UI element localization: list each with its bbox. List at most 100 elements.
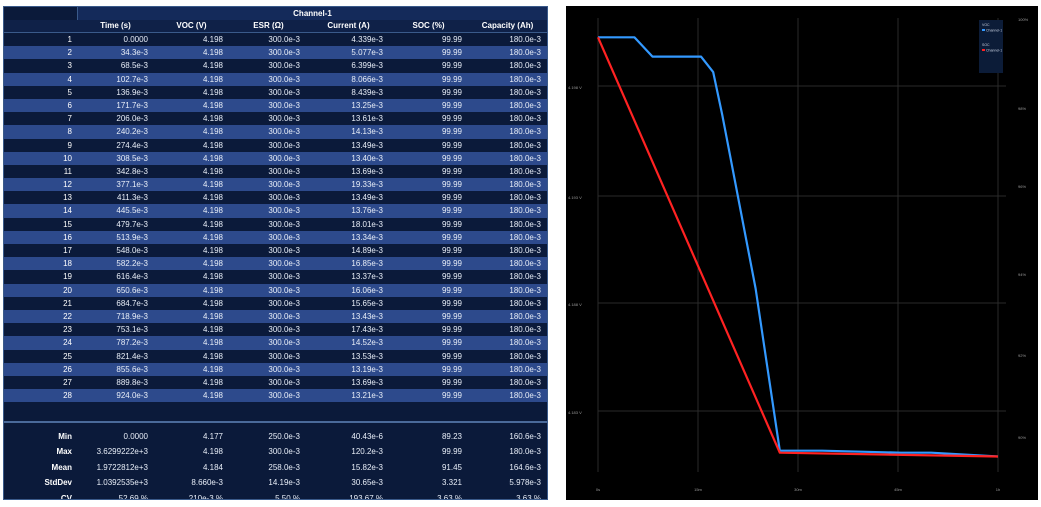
table-cell: 180.0e-3 (509, 180, 541, 190)
table-corner (4, 7, 77, 20)
table-cell: 13.69e-3 (351, 377, 383, 387)
table-cell: 99.99 (441, 364, 462, 374)
table-cell: 180.0e-3 (509, 35, 541, 44)
legend-entry-label: Channel-1 (986, 49, 1002, 53)
table-row[interactable]: 26 855.6e-3 4.198 300.0e-3 13.19e-3 99.99 180.… (4, 362, 547, 376)
table-row[interactable]: 19 616.4e-3 4.198 300.0e-3 13.37e-3 99.99 180.… (4, 270, 547, 284)
table-cell: 300.0e-3 (268, 48, 300, 58)
table-title-row: Channel-1 (4, 7, 547, 20)
table-cell: 99.99 (441, 140, 462, 150)
table-cell: 445.5e-3 (116, 206, 148, 216)
table-cell: 180.0e-3 (509, 377, 541, 387)
table-cell: 13.19e-3 (351, 364, 383, 374)
table-row[interactable]: 25 821.4e-3 4.198 300.0e-3 13.53e-3 99.99 180.… (4, 349, 547, 363)
table-cell: 99.99 (441, 193, 462, 203)
table-row[interactable]: 27 889.8e-3 4.198 300.0e-3 13.69e-3 99.99 180.… (4, 375, 547, 390)
table-cell: 180.0e-3 (509, 61, 541, 71)
x-tick-label: 0s (596, 487, 600, 492)
row-index: 11 (63, 166, 72, 176)
row-index-header[interactable] (4, 20, 77, 32)
table-row[interactable]: 9 274.4e-3 4.198 300.0e-3 13.49e-3 99.99 180.0… (4, 138, 547, 152)
stat-value: 160.6e-3 (509, 432, 541, 441)
y-right-tick-label: 92% (1018, 353, 1026, 358)
table-row[interactable]: 16 513.9e-3 4.198 300.0e-3 13.34e-3 99.99 180.… (4, 230, 547, 244)
row-index: 20 (63, 285, 72, 295)
table-cell: 99.99 (441, 351, 462, 361)
table-cell: 4.198 (202, 232, 223, 242)
table-cell: 68.5e-3 (120, 61, 148, 71)
table-row[interactable]: 8 240.2e-3 4.198 300.0e-3 14.13e-3 99.99 180.0… (4, 125, 547, 139)
table-cell: 99.99 (441, 338, 462, 348)
stat-value: 120.2e-3 (351, 447, 383, 457)
table-row[interactable]: 21 684.7e-3 4.198 300.0e-3 15.65e-3 99.99 180.… (4, 296, 547, 310)
column-header[interactable]: VOC (V) (176, 21, 207, 30)
row-index: 14 (63, 206, 72, 216)
table-row[interactable]: 12 377.1e-3 4.198 300.0e-3 19.33e-3 99.99 180.… (4, 178, 547, 192)
table-row[interactable]: 3 68.5e-3 4.198 300.0e-3 6.399e-3 99.99 180.0e… (4, 59, 547, 73)
line-chart[interactable]: 4.198 V 4.193 V 4.188 V 4.183 V 100% 98% 96% 94… (566, 6, 1038, 500)
table-cell: 180.0e-3 (509, 153, 541, 163)
column-header[interactable]: Capacity (Ah) (481, 21, 534, 30)
stat-value: 164.6e-3 (509, 462, 541, 472)
column-header[interactable]: Current (A) (327, 21, 370, 30)
table-row[interactable]: 11 342.8e-3 4.198 300.0e-3 13.69e-3 99.99 180.… (4, 164, 547, 179)
stat-value: 15.82e-3 (351, 462, 383, 472)
table-cell: 513.9e-3 (116, 232, 148, 242)
table-row[interactable]: 15 479.7e-3 4.198 300.0e-3 18.01e-3 99.99 180.… (4, 217, 547, 231)
table-body[interactable]: 1 0.0000 4.198 300.0e-3 4.339e-3 99.99 180.0e-… (4, 33, 547, 404)
table-cell: 479.7e-3 (116, 219, 148, 229)
chart-panel[interactable]: 4.198 V 4.193 V 4.188 V 4.183 V 100% 98% 96% 94… (566, 6, 1038, 500)
table-row[interactable]: 10 308.5e-3 4.198 300.0e-3 13.40e-3 99.99 180.… (4, 151, 547, 165)
table-row[interactable]: 4 102.7e-3 4.198 300.0e-3 8.066e-3 99.99 180.0… (4, 72, 547, 86)
table-cell: 99.99 (441, 272, 462, 282)
table-cell: 180.0e-3 (509, 206, 541, 216)
table-cell: 300.0e-3 (268, 338, 300, 348)
table-row[interactable]: 17 548.0e-3 4.198 300.0e-3 14.89e-3 99.99 180.… (4, 244, 547, 258)
y-left-tick-label: 4.183 V (568, 410, 582, 415)
table-row[interactable]: 13 411.3e-3 4.198 300.0e-3 13.49e-3 99.99 180.… (4, 191, 547, 205)
stat-value: 180.0e-3 (509, 447, 541, 457)
table-cell: 99.99 (441, 232, 462, 242)
table-cell: 14.52e-3 (351, 338, 383, 348)
table-row[interactable]: 14 445.5e-3 4.198 300.0e-3 13.76e-3 99.99 180.… (4, 204, 547, 218)
table-cell: 300.0e-3 (268, 87, 300, 97)
table-cell: 99.99 (441, 35, 462, 44)
row-index: 10 (63, 153, 72, 163)
table-row[interactable]: 6 171.7e-3 4.198 300.0e-3 13.25e-3 99.99 180.0… (4, 98, 547, 113)
table-cell: 4.198 (202, 311, 223, 321)
table-row[interactable]: 1 0.0000 4.198 300.0e-3 4.339e-3 99.99 180.0e-… (4, 33, 547, 47)
table-row[interactable]: 28 924.0e-3 4.198 300.0e-3 13.21e-3 99.99 180.… (4, 389, 547, 403)
table-row[interactable]: 22 718.9e-3 4.198 300.0e-3 13.43e-3 99.99 180.… (4, 309, 547, 324)
column-header[interactable]: ESR (Ω) (253, 21, 284, 30)
legend-group-label: SOC (982, 43, 990, 47)
table-header-row: Time (s) VOC (V) ESR (Ω) Current (A) SOC (%)… (4, 20, 547, 33)
legend-entry-label: Channel-1 (986, 29, 1002, 33)
data-table-panel: Channel-1 Time (s) VOC (V) ESR (Ω) Current … (3, 6, 548, 500)
table-row[interactable]: 2 34.3e-3 4.198 300.0e-3 5.077e-3 99.99 180.0e… (4, 46, 547, 60)
table-row[interactable]: 23 753.1e-3 4.198 300.0e-3 17.43e-3 99.99 180.… (4, 323, 547, 337)
column-header[interactable]: SOC (%) (412, 21, 445, 30)
column-header[interactable]: Time (s) (100, 21, 131, 30)
legend-group-label: VOC (982, 23, 990, 27)
table-cell: 13.21e-3 (351, 391, 383, 401)
table-cell: 13.76e-3 (351, 206, 383, 216)
row-index: 12 (63, 180, 72, 190)
y-right-tick-label: 94% (1018, 272, 1026, 277)
table-row[interactable]: 18 582.2e-3 4.198 300.0e-3 16.85e-3 99.99 180.… (4, 257, 547, 271)
stat-label: CV (60, 493, 72, 500)
x-tick-label: 1h (996, 487, 1000, 492)
table-row[interactable]: 5 136.9e-3 4.198 300.0e-3 8.439e-3 99.99 180.0… (4, 85, 547, 99)
table-cell: 99.99 (441, 298, 462, 308)
stats-row: Max 3.6299222e+3 4.198 300.0e-3 120.2e-3 99.9… (4, 444, 547, 459)
table-cell: 136.9e-3 (116, 87, 148, 97)
table-row[interactable]: 24 787.2e-3 4.198 300.0e-3 14.52e-3 99.99 180.… (4, 336, 547, 350)
table-row[interactable]: 7 206.0e-3 4.198 300.0e-3 13.61e-3 99.99 180.0… (4, 112, 547, 126)
table-cell: 300.0e-3 (268, 391, 300, 401)
table-cell: 14.89e-3 (351, 246, 383, 255)
table-row[interactable]: 20 650.6e-3 4.198 300.0e-3 16.06e-3 99.99 180.… (4, 283, 547, 297)
channel-title[interactable]: Channel-1 (77, 7, 547, 20)
x-tick-label: 30m (794, 487, 802, 492)
table-cell: 99.99 (441, 153, 462, 163)
table-cell: 4.198 (202, 87, 223, 97)
table-cell: 4.339e-3 (351, 35, 383, 44)
